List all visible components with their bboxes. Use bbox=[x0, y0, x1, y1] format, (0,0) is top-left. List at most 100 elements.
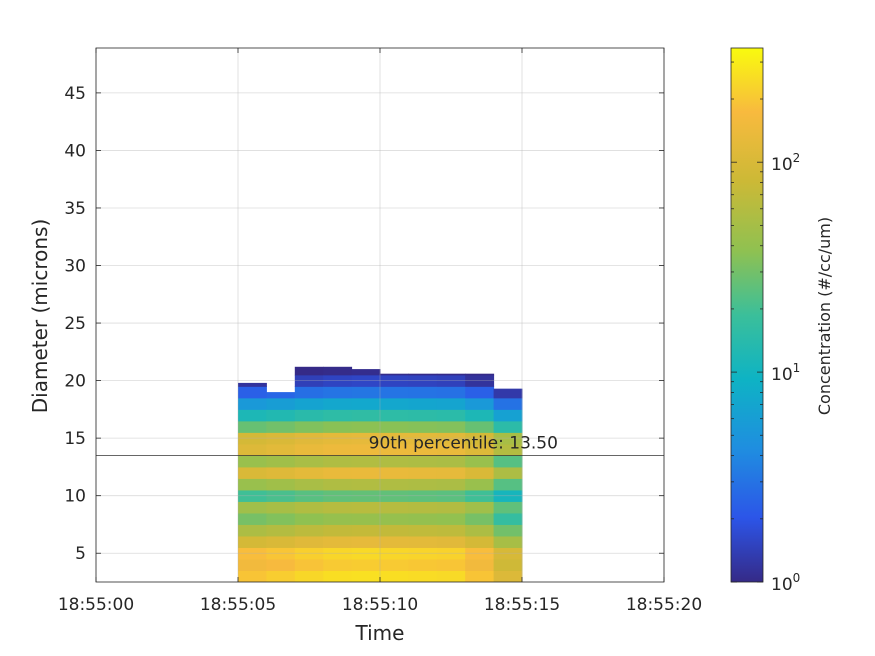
heatmap-cell bbox=[238, 478, 267, 491]
y-tick-label: 10 bbox=[64, 487, 86, 507]
y-tick-label: 15 bbox=[64, 429, 86, 449]
heatmap-cell bbox=[294, 501, 324, 514]
heatmap-cell bbox=[493, 512, 523, 525]
heatmap-cell bbox=[266, 489, 296, 502]
heatmap-cell bbox=[266, 466, 296, 479]
x-tick-label: 18:55:10 bbox=[342, 595, 418, 615]
heatmap-cell bbox=[238, 547, 267, 560]
heatmap-cell bbox=[238, 570, 267, 582]
x-axis-label: Time bbox=[355, 621, 405, 645]
heatmap-cell bbox=[266, 512, 296, 525]
heatmap-cell bbox=[380, 512, 409, 525]
heatmap-cell bbox=[493, 570, 523, 582]
heatmap-cell bbox=[380, 443, 409, 456]
heatmap-cell bbox=[436, 466, 466, 479]
heatmap-cell bbox=[465, 512, 495, 525]
heatmap-cell bbox=[323, 374, 353, 387]
heatmap-cell bbox=[465, 386, 495, 399]
heatmap-cell bbox=[436, 373, 466, 376]
heatmap-cell bbox=[408, 570, 438, 582]
heatmap-cell bbox=[323, 570, 353, 582]
heatmap-cell bbox=[408, 386, 438, 399]
heatmap-cell bbox=[465, 397, 495, 410]
heatmap-cell bbox=[266, 501, 296, 514]
heatmap-cell bbox=[323, 443, 353, 456]
heatmap-cell bbox=[436, 478, 466, 491]
colorbar-ticks: 100 101 102 bbox=[731, 61, 800, 595]
heatmap-cell bbox=[380, 535, 409, 548]
heatmap-cell bbox=[408, 512, 438, 525]
heatmap-cell bbox=[294, 366, 324, 376]
heatmap-cell bbox=[408, 374, 438, 387]
heatmap-cell bbox=[493, 409, 523, 422]
heatmap-cell bbox=[323, 432, 353, 445]
heatmap-cell bbox=[294, 386, 324, 399]
heatmap-cell bbox=[238, 420, 267, 433]
heatmap-cell bbox=[493, 455, 523, 468]
x-tick-label: 18:55:15 bbox=[484, 595, 560, 615]
heatmap-cell bbox=[408, 409, 438, 422]
heatmap-cell bbox=[408, 443, 438, 456]
heatmap-cell bbox=[238, 382, 267, 387]
heatmap-cell bbox=[465, 373, 495, 376]
y-axis-ticks: 5 10 15 20 25 30 35 40 45 bbox=[64, 84, 664, 564]
x-tick-label: 18:55:00 bbox=[58, 595, 134, 615]
heatmap-cell bbox=[380, 455, 409, 468]
heatmap-cell bbox=[351, 369, 381, 376]
heatmap-cell bbox=[380, 409, 409, 422]
heatmap-cell bbox=[465, 535, 495, 548]
heatmap-cell bbox=[465, 501, 495, 514]
heatmap-cell bbox=[408, 524, 438, 537]
heatmap-cell bbox=[323, 455, 353, 468]
colorbar-tick-label: 101 bbox=[771, 361, 800, 385]
heatmap-cell bbox=[408, 466, 438, 479]
heatmap-cell bbox=[465, 432, 495, 445]
heatmap-cell bbox=[351, 489, 381, 502]
heatmap-cell bbox=[493, 443, 523, 456]
heatmap-cell bbox=[408, 420, 438, 433]
heatmap-cell bbox=[436, 535, 466, 548]
heatmap-cell bbox=[294, 478, 324, 491]
percentile-annotation: 90th percentile: 13.50 bbox=[369, 433, 558, 453]
heatmap-cell bbox=[323, 466, 353, 479]
heatmap-cell bbox=[436, 386, 466, 399]
heatmap-cell bbox=[323, 409, 353, 422]
heatmap-cell bbox=[380, 466, 409, 479]
heatmap-cell bbox=[465, 409, 495, 422]
heatmap-cell bbox=[465, 524, 495, 537]
heatmap-cell bbox=[380, 547, 409, 560]
heatmap-cell bbox=[351, 397, 381, 410]
heatmap-cell bbox=[408, 478, 438, 491]
heatmap-cell bbox=[436, 524, 466, 537]
heatmap-cell bbox=[436, 409, 466, 422]
y-tick-label: 20 bbox=[64, 372, 86, 392]
heatmap-cell bbox=[465, 489, 495, 502]
colorbar-label: Concentration (#/cc/um) bbox=[815, 217, 834, 415]
heatmap-cell bbox=[266, 443, 296, 456]
heatmap-cell bbox=[436, 512, 466, 525]
heatmap-cell bbox=[436, 420, 466, 433]
heatmap-cell bbox=[465, 443, 495, 456]
heatmap-cell bbox=[294, 420, 324, 433]
heatmap-cell bbox=[238, 558, 267, 571]
x-axis-ticks: 18:55:00 18:55:05 18:55:10 18:55:15 18:55:20 bbox=[58, 48, 702, 615]
heatmap-cell bbox=[294, 466, 324, 479]
heatmap-cell bbox=[493, 489, 523, 502]
heatmap-cell bbox=[436, 397, 466, 410]
heatmap-cell bbox=[238, 455, 267, 468]
heatmap-cell bbox=[493, 388, 523, 399]
heatmap-cell bbox=[266, 558, 296, 571]
heatmap-cell bbox=[266, 570, 296, 582]
heatmap-cell bbox=[266, 547, 296, 560]
heatmap-cell bbox=[238, 535, 267, 548]
heatmap-cell bbox=[493, 524, 523, 537]
heatmap-cell bbox=[493, 420, 523, 433]
heatmap-cell bbox=[266, 397, 296, 410]
heatmap-cell bbox=[266, 478, 296, 491]
heatmap-cell bbox=[493, 547, 523, 560]
heatmap-cell bbox=[294, 432, 324, 445]
heatmap-cell bbox=[266, 392, 296, 399]
heatmap-cell bbox=[323, 547, 353, 560]
heatmap-cell bbox=[493, 478, 523, 491]
heatmap-cells bbox=[238, 366, 523, 582]
